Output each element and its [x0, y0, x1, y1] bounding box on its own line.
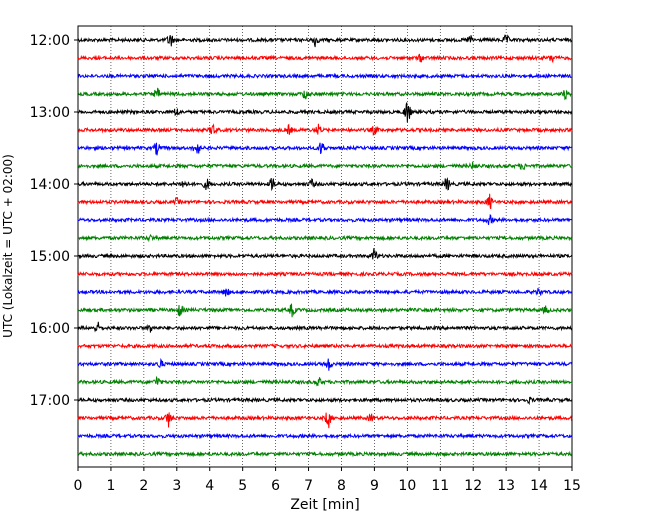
seismic-trace [77, 432, 573, 440]
x-tick-label: 9 [370, 478, 379, 494]
y-axis-label: UTC (Lokalzeit = UTC + 02:00) [1, 154, 15, 338]
seismic-trace [77, 357, 573, 371]
x-tick-label: 5 [238, 478, 247, 494]
plot-frame [77, 25, 573, 468]
x-tick-label: 7 [304, 478, 313, 494]
x-tick-label: 0 [74, 478, 83, 494]
seismic-trace [77, 53, 573, 64]
seismic-trace [77, 375, 573, 387]
seismic-traces [77, 34, 573, 458]
x-tick-label: 4 [205, 478, 214, 494]
seismic-trace [77, 177, 573, 192]
y-tick-label: 13:00 [30, 105, 70, 121]
x-axis-ticks: 0 1 2 3 4 5 6 7 8 9 10 11 12 13 14 15 [74, 467, 581, 494]
seismic-trace [77, 72, 573, 80]
x-tick-label: 1 [106, 478, 115, 494]
seismic-trace [77, 450, 573, 458]
y-tick-label: 16:00 [30, 321, 70, 337]
seismic-trace [77, 342, 573, 350]
seismic-trace [77, 248, 573, 260]
seismic-trace [77, 34, 573, 48]
x-tick-label: 12 [464, 478, 482, 494]
y-tick-label: 17:00 [30, 393, 70, 409]
x-axis-label: Zeit [min] [290, 497, 359, 513]
x-tick-label: 8 [337, 478, 346, 494]
y-axis-ticks: 12:00 13:00 14:00 15:00 16:00 17:00 [30, 33, 78, 409]
seismic-trace [77, 412, 573, 429]
seismic-trace [77, 142, 573, 156]
y-tick-label: 14:00 [30, 177, 70, 193]
seismic-trace [77, 303, 573, 318]
seismic-trace [77, 193, 573, 210]
x-tick-label: 2 [139, 478, 148, 494]
x-tick-label: 10 [398, 478, 416, 494]
seismic-trace [77, 213, 573, 225]
x-tick-label: 3 [172, 478, 181, 494]
seismic-trace [77, 396, 573, 406]
y-tick-label: 12:00 [30, 33, 70, 49]
seismic-trace [77, 233, 573, 243]
x-tick-label: 14 [530, 478, 548, 494]
seismic-trace [77, 161, 573, 171]
seismic-trace [77, 287, 573, 297]
seismic-trace [77, 321, 573, 333]
x-tick-label: 6 [271, 478, 280, 494]
x-tick-label: 11 [431, 478, 449, 494]
y-tick-label: 15:00 [30, 249, 70, 265]
x-tick-label: 13 [497, 478, 515, 494]
seismic-trace [77, 102, 573, 123]
seismic-trace [77, 270, 573, 278]
x-tick-label: 15 [563, 478, 581, 494]
seismic-trace [77, 87, 573, 101]
seismic-trace [77, 123, 573, 136]
